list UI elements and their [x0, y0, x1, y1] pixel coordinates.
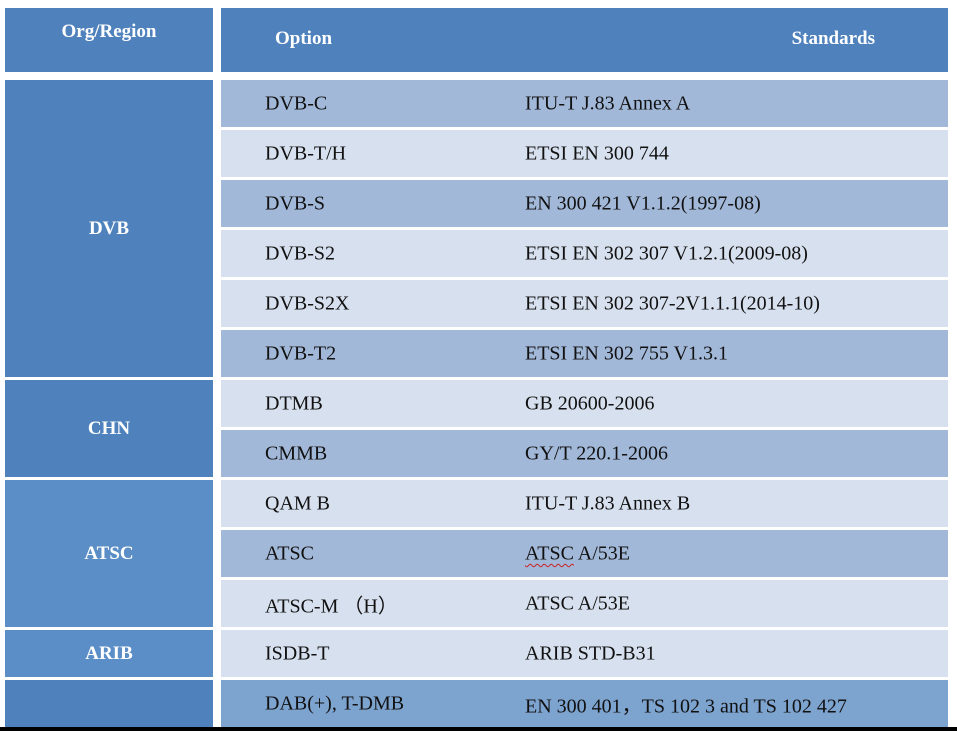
bottom-border-rule [0, 727, 957, 731]
org-group-label: ATSC [84, 542, 134, 564]
standard-text: A/53E [573, 542, 631, 564]
table-row: ATSC ATSC A/53E [221, 530, 948, 577]
option-cell: DVB-T2 [265, 342, 337, 364]
option-cell: DVB-T/H [265, 142, 347, 164]
table-row: DVB-S2 ETSI EN 302 307 V1.2.1(2009-08) [221, 230, 948, 277]
table-row: DVB-S2X ETSI EN 302 307-2V1.1.1(2014-10) [221, 280, 948, 327]
standard-cell: EN 300 401，TS 102 3 and TS 102 427 [525, 695, 847, 717]
table-row: DVB-S EN 300 421 V1.1.2(1997-08) [221, 180, 948, 227]
table-row: QAM B ITU-T J.83 Annex B [221, 480, 948, 527]
org-group-label: DVB [88, 217, 130, 239]
table-row: CMMB GY/T 220.1-2006 [221, 430, 948, 477]
org-group-label: CHN [87, 417, 131, 439]
standard-cell: ITU-T J.83 Annex A [525, 92, 691, 114]
table-row: DVB-T/H ETSI EN 300 744 [221, 130, 948, 177]
option-cell: DTMB [265, 392, 323, 414]
table-row: ISDB-T ARIB STD-B31 [221, 630, 948, 677]
table-row: DTMB GB 20600-2006 [221, 380, 948, 427]
option-cell: ATSC-M （H） [265, 595, 398, 617]
standard-cell: ETSI EN 300 744 [525, 142, 669, 164]
standard-cell: ETSI EN 302 755 V1.3.1 [525, 342, 728, 364]
table-row: DVB-C ITU-T J.83 Annex A [221, 80, 948, 127]
header-standards-label: Standards [791, 28, 875, 49]
option-cell: DVB-C [265, 92, 328, 114]
org-group-cell: ATSC [5, 480, 213, 627]
standard-cell: GB 20600-2006 [525, 392, 655, 414]
org-group-cell [5, 680, 213, 727]
standard-cell: EN 300 421 V1.1.2(1997-08) [525, 192, 761, 214]
standard-cell: ATSC A/53E [525, 542, 630, 565]
org-group-cell: CHN [5, 380, 213, 477]
option-cell: DVB-S [265, 192, 326, 214]
header-option-standards: Option Standards [221, 8, 948, 72]
header-org-region: Org/Region [5, 8, 213, 72]
option-cell: DVB-S2X [265, 292, 350, 314]
org-group-cell: DVB [5, 80, 213, 377]
standard-cell: ETSI EN 302 307 V1.2.1(2009-08) [525, 242, 808, 264]
header-option-label: Option [275, 28, 333, 49]
table-row: ATSC-M （H） ATSC A/53E [221, 580, 948, 627]
header-org-region-label: Org/Region [61, 21, 157, 42]
standard-cell: GY/T 220.1-2006 [525, 442, 668, 464]
table-row: DAB(+), T-DMB EN 300 401，TS 102 3 and TS … [221, 680, 948, 727]
option-cell: CMMB [265, 442, 328, 464]
option-cell: ISDB-T [265, 642, 330, 664]
table-row: DVB-T2 ETSI EN 302 755 V1.3.1 [221, 330, 948, 377]
standard-cell: ETSI EN 302 307-2V1.1.1(2014-10) [525, 292, 820, 314]
option-cell: DVB-S2 [265, 242, 336, 264]
standard-cell: ARIB STD-B31 [525, 642, 656, 664]
standard-cell: ITU-T J.83 Annex B [525, 492, 691, 514]
option-cell: QAM B [265, 492, 331, 514]
standard-cell: ATSC A/53E [525, 592, 631, 614]
standard-text-misspelled: ATSC [525, 542, 574, 564]
option-cell: ATSC [265, 542, 314, 564]
option-cell: DAB(+), T-DMB [265, 692, 405, 714]
org-group-label: ARIB [85, 642, 133, 664]
org-group-cell: ARIB [5, 630, 213, 677]
